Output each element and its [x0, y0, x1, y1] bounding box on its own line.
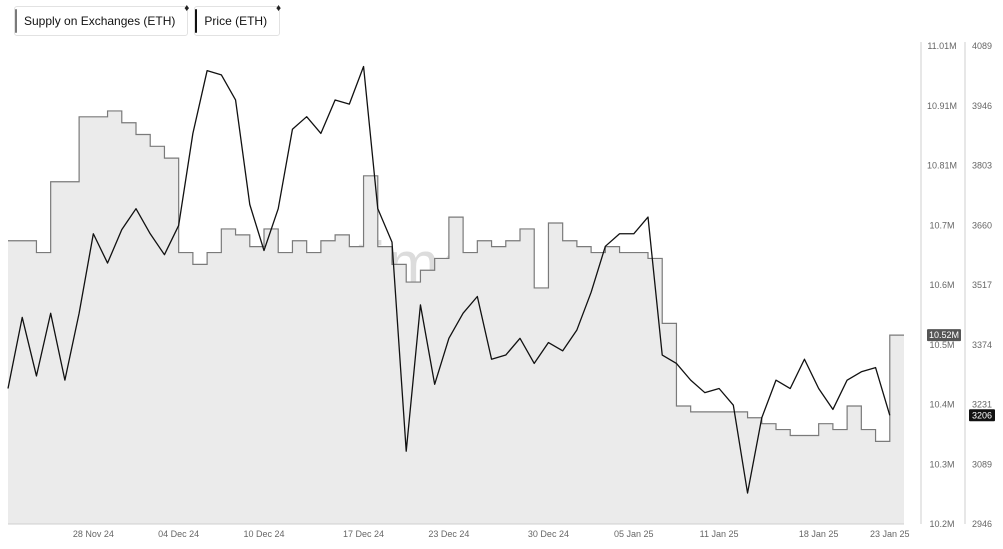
- supply-axis-tick-label: 11.01M: [927, 41, 956, 51]
- supply-axis-tick-label: 10.4M: [929, 400, 954, 410]
- legend-label-supply: Supply on Exchanges (ETH): [24, 14, 176, 28]
- legend-swatch-price: [195, 9, 198, 33]
- x-tick-label: 28 Nov 24: [73, 529, 114, 539]
- x-tick-label: 17 Dec 24: [343, 529, 384, 539]
- x-tick-label: 04 Dec 24: [158, 529, 199, 539]
- supply-axis-tick-label: 10.81M: [927, 161, 957, 171]
- supply-axis-tick-label: 10.6M: [929, 280, 954, 290]
- supply-axis-tick-label: 10.2M: [929, 519, 954, 529]
- legend-item-price[interactable]: Price (ETH) ♦: [194, 3, 282, 36]
- supply-current-value: 10.52M: [929, 330, 959, 340]
- axis-layer: 28 Nov 24 04 Dec 24 10 Dec 24 17 Dec 24 23 D…: [8, 41, 995, 539]
- x-tick-label: 05 Jan 25: [614, 529, 654, 539]
- x-tick-label: 23 Dec 24: [428, 529, 469, 539]
- ethereum-icon: ♦: [275, 3, 282, 14]
- legend-label-price: Price (ETH): [204, 14, 268, 28]
- legend-swatch-supply: [15, 9, 17, 33]
- x-tick-label: 11 Jan 25: [700, 529, 739, 539]
- price-current-badge: [969, 409, 995, 422]
- supply-axis-tick-label: 10.7M: [929, 220, 954, 230]
- supply-current-badge: [927, 329, 961, 342]
- price-axis-tick-label: 3517: [972, 280, 992, 290]
- supply-area: [8, 110, 904, 525]
- price-axis-tick-label: 4089: [972, 41, 992, 51]
- price-axis-tick-label: 3946: [972, 101, 992, 111]
- x-tick-label: 10 Dec 24: [243, 529, 284, 539]
- price-line: [7, 65, 891, 494]
- price-axis-tick-label: 3231: [972, 400, 992, 410]
- supply-axis-tick-label: 10.91M: [927, 101, 957, 111]
- legend: Supply on Exchanges (ETH) ♦ Price (ETH) …: [14, 3, 282, 36]
- supply-axis-tick-label: 10.3M: [929, 459, 954, 469]
- price-axis-tick-label: 3089: [972, 459, 992, 469]
- legend-item-supply[interactable]: Supply on Exchanges (ETH) ♦: [14, 3, 190, 36]
- price-axis-tick-label: 3660: [972, 220, 992, 230]
- price-axis-tick-label: 3374: [972, 340, 992, 350]
- price-axis-tick-label: 3803: [972, 161, 992, 171]
- x-tick-label: 23 Jan 25: [870, 529, 910, 539]
- price-current-value: 3206: [972, 410, 992, 420]
- series-layer: [7, 65, 904, 525]
- supply-axis-tick-label: 10.5M: [929, 340, 954, 350]
- ethereum-icon: ♦: [184, 3, 190, 14]
- x-tick-label: 18 Jan 25: [799, 529, 839, 539]
- price-axis-tick-label: 2946: [972, 519, 992, 529]
- x-tick-label: 30 Dec 24: [528, 529, 569, 539]
